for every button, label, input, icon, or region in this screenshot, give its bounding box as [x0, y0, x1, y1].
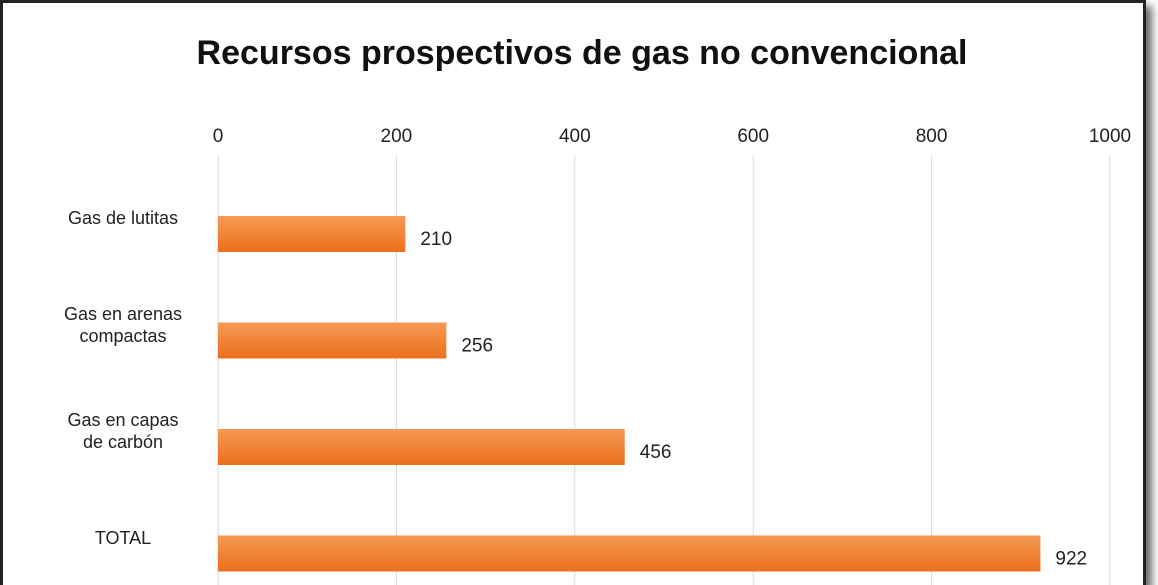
data-label: 256	[461, 336, 493, 357]
x-tick-label: 200	[381, 126, 413, 147]
bar	[218, 535, 1041, 572]
category-label: Gas en arenas compactas	[63, 303, 183, 346]
x-tick-label: 0	[213, 126, 224, 147]
x-tick-label: 800	[916, 126, 948, 147]
category-label: TOTAL	[94, 527, 152, 548]
x-tick-label: 400	[559, 126, 591, 147]
data-label: 210	[420, 229, 452, 250]
category-label: Gas en capas de carbón	[67, 410, 179, 452]
bar	[218, 322, 447, 359]
x-tick-label: 600	[737, 126, 769, 147]
category-label: Gas de lutitas	[67, 208, 179, 228]
data-label: 456	[640, 442, 672, 463]
bar	[218, 216, 406, 252]
chart-title: Recursos prospectivos de gas no convenci…	[197, 34, 968, 72]
bar	[218, 429, 625, 465]
data-label: 922	[1055, 549, 1087, 570]
x-tick-label: 1000	[1089, 126, 1131, 147]
